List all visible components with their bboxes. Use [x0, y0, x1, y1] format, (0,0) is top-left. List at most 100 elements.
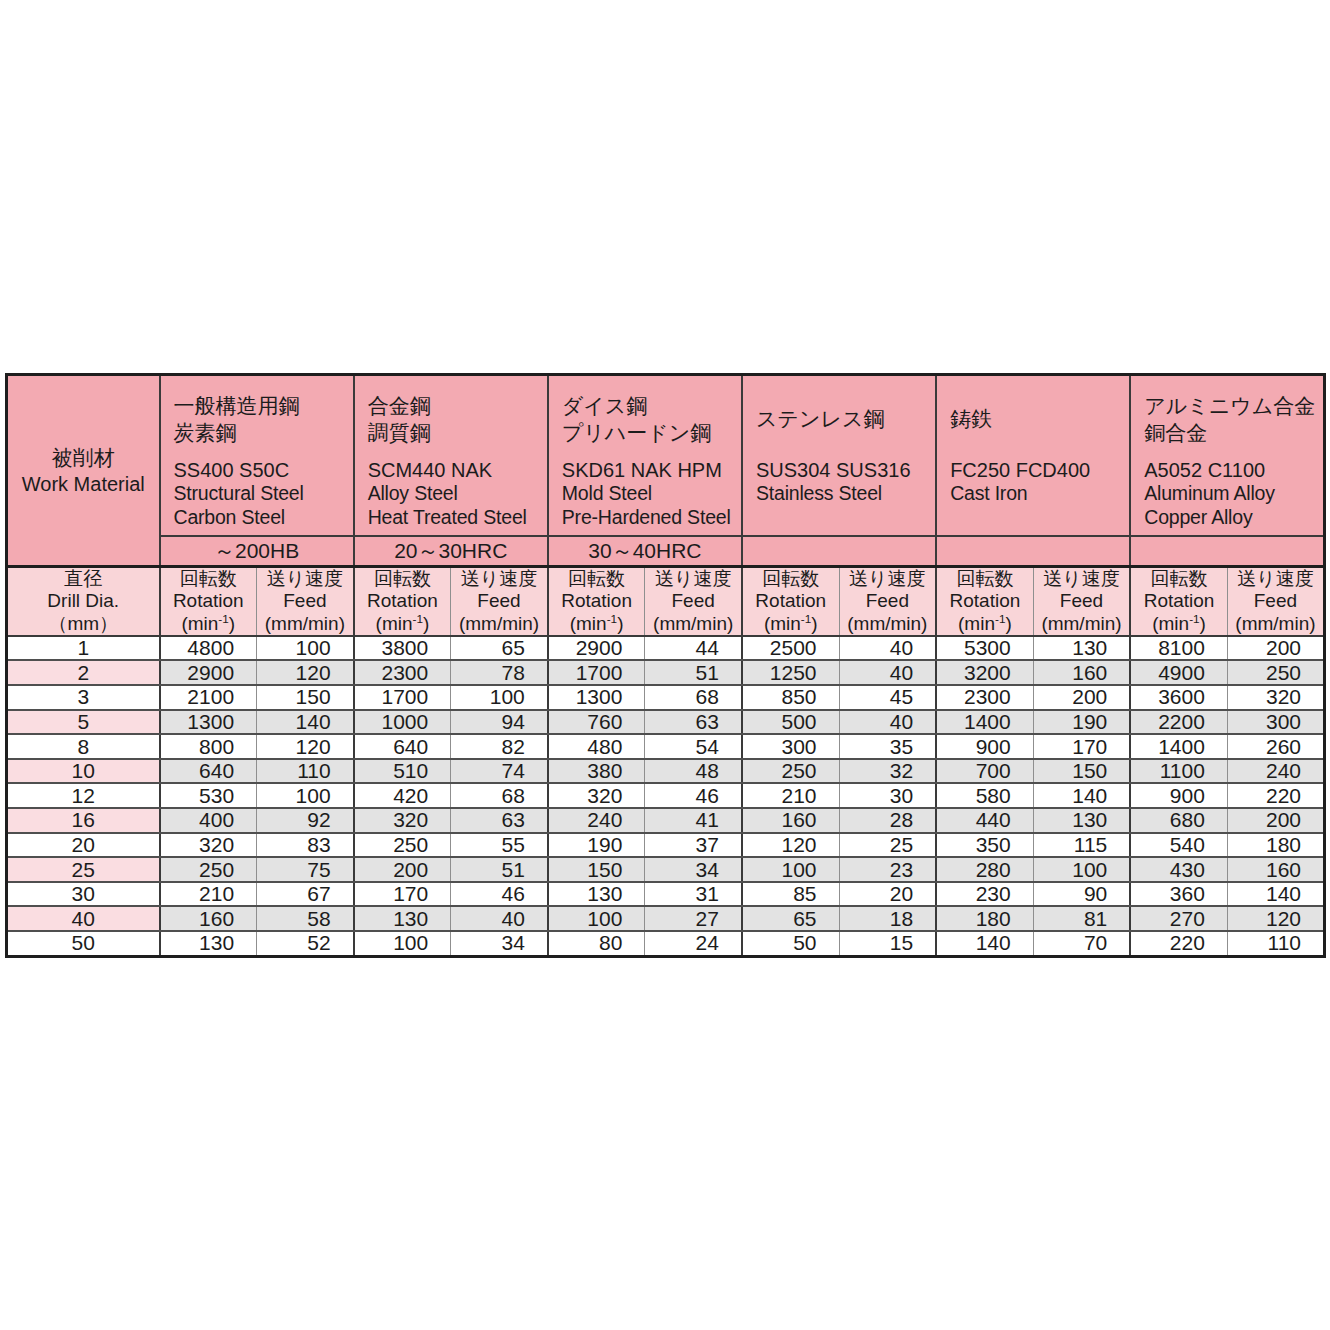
feed-value-cell: 68 [451, 783, 548, 808]
drill-diameter-cell: 16 [7, 808, 160, 833]
feed-value-cell: 63 [645, 710, 742, 735]
feed-value-cell: 34 [451, 931, 548, 956]
feed-value-cell: 120 [257, 660, 354, 685]
rotation-value-cell: 4800 [160, 636, 257, 661]
feed-label-jp: 送り速度 [451, 568, 547, 590]
feed-header-cell: 送り速度Feed(mm/min) [451, 567, 548, 636]
feed-unit: (mm/min) [645, 613, 741, 635]
feed-value-cell: 94 [451, 710, 548, 735]
drill-diameter-cell: 30 [7, 882, 160, 907]
feed-value-cell: 74 [451, 759, 548, 784]
feed-value-cell: 160 [1227, 857, 1324, 882]
rotation-value-cell: 50 [742, 931, 839, 956]
rotation-value-cell: 2200 [1130, 710, 1227, 735]
feed-value-cell: 130 [1033, 636, 1130, 661]
feed-value-cell: 40 [839, 636, 936, 661]
feed-header-cell: 送り速度Feed(mm/min) [1033, 567, 1130, 636]
material-codes: FC250 FCD400 [950, 458, 1123, 482]
rotation-value-cell: 360 [1130, 882, 1227, 907]
feed-value-cell: 35 [839, 734, 936, 759]
feed-label-en: Feed [257, 590, 353, 612]
rotation-unit: (min-1) [549, 613, 645, 635]
hardness-row: ～200HB 20～30HRC 30～40HRC [7, 536, 1325, 567]
table-row: 2290012023007817005112504032001604900250 [7, 660, 1325, 685]
table-row: 1480010038006529004425004053001308100200 [7, 636, 1325, 661]
drill-diameter-cell: 3 [7, 685, 160, 710]
table-row: 1640092320632404116028440130680200 [7, 808, 1325, 833]
feed-value-cell: 140 [1033, 783, 1130, 808]
table-row: 3210015017001001300688504523002003600320 [7, 685, 1325, 710]
rotation-label-en: Rotation [549, 590, 645, 612]
feed-label-en: Feed [451, 590, 547, 612]
hardness-cell: ～200HB [160, 536, 354, 567]
rotation-value-cell: 210 [160, 882, 257, 907]
rotation-value-cell: 80 [548, 931, 645, 956]
rotation-value-cell: 640 [160, 759, 257, 784]
feed-value-cell: 40 [839, 710, 936, 735]
hardness-cell [742, 536, 936, 567]
rotation-value-cell: 5300 [936, 636, 1033, 661]
drill-diameter-cell: 2 [7, 660, 160, 685]
rotation-value-cell: 760 [548, 710, 645, 735]
drill-diameter-cell: 8 [7, 734, 160, 759]
feed-value-cell: 82 [451, 734, 548, 759]
rotation-value-cell: 580 [936, 783, 1033, 808]
material-codes: SKD61 NAK HPM [562, 458, 735, 482]
material-codes: SCM440 NAK [368, 458, 541, 482]
feed-value-cell: 18 [839, 906, 936, 931]
rotation-value-cell: 1000 [354, 710, 451, 735]
rotation-value-cell: 85 [742, 882, 839, 907]
feed-value-cell: 67 [257, 882, 354, 907]
rotation-value-cell: 300 [742, 734, 839, 759]
drill-diameter-cell: 5 [7, 710, 160, 735]
hardness-cell: 20～30HRC [354, 536, 548, 567]
feed-unit: (mm/min) [257, 613, 353, 635]
rotation-value-cell: 320 [548, 783, 645, 808]
rotation-unit: (min-1) [743, 613, 839, 635]
feed-value-cell: 63 [451, 808, 548, 833]
rotation-value-cell: 3800 [354, 636, 451, 661]
feed-value-cell: 70 [1033, 931, 1130, 956]
rotation-value-cell: 1700 [354, 685, 451, 710]
rotation-value-cell: 3600 [1130, 685, 1227, 710]
feed-value-cell: 41 [645, 808, 742, 833]
feed-value-cell: 40 [839, 660, 936, 685]
feed-value-cell: 200 [1227, 808, 1324, 833]
material-header-stainless-steel: ステンレス鋼 SUS304 SUS316 Stainless Steel [742, 375, 936, 537]
rotation-value-cell: 2900 [548, 636, 645, 661]
material-header-row: 被削材 Work Material 一般構造用鋼 炭素鋼 SS400 S50C … [7, 375, 1325, 537]
rotation-value-cell: 190 [548, 833, 645, 858]
rotation-value-cell: 1700 [548, 660, 645, 685]
feed-value-cell: 250 [1227, 660, 1324, 685]
rotation-value-cell: 2900 [160, 660, 257, 685]
rotation-value-cell: 1250 [742, 660, 839, 685]
feed-value-cell: 115 [1033, 833, 1130, 858]
rotation-label-jp: 回転数 [743, 568, 839, 590]
rotation-value-cell: 850 [742, 685, 839, 710]
drill-diameter-cell: 40 [7, 906, 160, 931]
drill-diameter-cell: 1 [7, 636, 160, 661]
rotation-value-cell: 1300 [160, 710, 257, 735]
feed-unit: (mm/min) [1034, 613, 1130, 635]
rotation-value-cell: 120 [742, 833, 839, 858]
rotation-header-cell: 回転数Rotation(min-1) [1130, 567, 1227, 636]
work-material-label-jp: 被削材 [8, 444, 159, 471]
feed-value-cell: 100 [257, 783, 354, 808]
rotation-value-cell: 220 [1130, 931, 1227, 956]
drill-dia-label-en: Drill Dia. [8, 590, 159, 612]
feed-value-cell: 40 [451, 906, 548, 931]
rotation-label-jp: 回転数 [355, 568, 451, 590]
feed-value-cell: 46 [645, 783, 742, 808]
table-row: 2525075200511503410023280100430160 [7, 857, 1325, 882]
material-name-jp: ステンレス鋼 [756, 405, 884, 432]
feed-value-cell: 120 [257, 734, 354, 759]
rotation-value-cell: 250 [160, 857, 257, 882]
material-name-en: Structural Steel Carbon Steel [174, 482, 347, 529]
rotation-value-cell: 100 [742, 857, 839, 882]
feed-header-cell: 送り速度Feed(mm/min) [839, 567, 936, 636]
feed-unit: (mm/min) [451, 613, 547, 635]
rotation-value-cell: 8100 [1130, 636, 1227, 661]
feed-value-cell: 220 [1227, 783, 1324, 808]
feed-value-cell: 320 [1227, 685, 1324, 710]
feed-header-cell: 送り速度Feed(mm/min) [1227, 567, 1324, 636]
